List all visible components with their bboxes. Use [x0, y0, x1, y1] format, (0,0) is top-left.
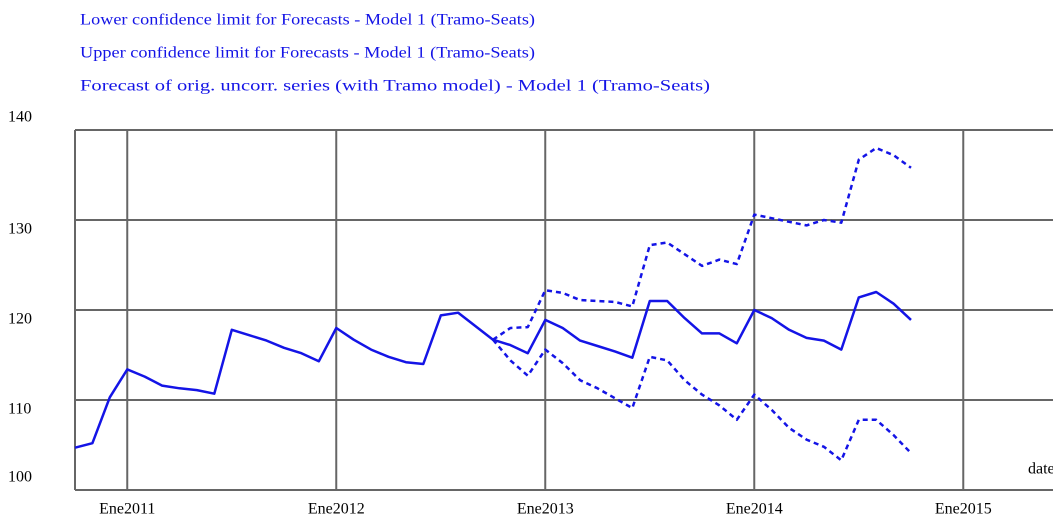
y-tick-label: 120 [8, 311, 32, 328]
y-tick-label: 130 [8, 221, 32, 238]
series-line [492, 146, 912, 341]
x-tick-label: Ene2015 [935, 501, 992, 518]
series-line [74, 290, 912, 449]
legend-entry: Forecast of orig. uncorr. series (with T… [80, 78, 710, 95]
legend-entry: Lower confidence limit for Forecasts - M… [80, 12, 535, 29]
y-tick-label: 100 [8, 469, 32, 486]
x-tick-label: Ene2013 [517, 501, 574, 518]
legend-entry: Upper confidence limit for Forecasts - M… [80, 45, 535, 62]
x-tick-label: Ene2014 [726, 501, 783, 518]
x-tick-label: Ene2012 [308, 501, 365, 518]
x-axis-label: date [1028, 461, 1053, 478]
y-tick-label: 110 [8, 401, 31, 418]
x-tick-label: Ene2011 [99, 501, 155, 518]
y-tick-label: 140 [8, 109, 32, 126]
series-line [492, 338, 912, 462]
